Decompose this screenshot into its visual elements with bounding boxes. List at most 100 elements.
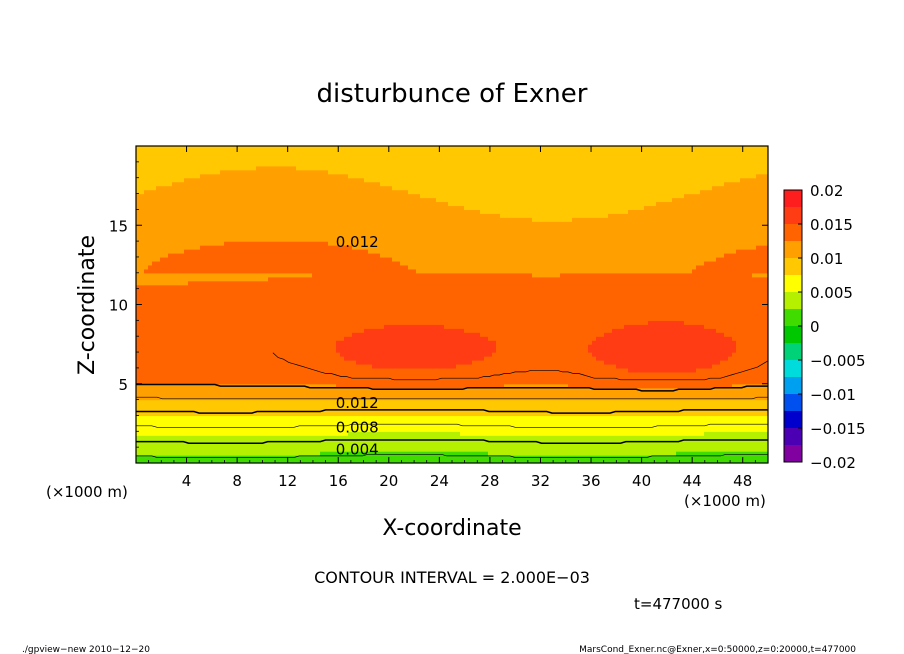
- heatmap-cell: [224, 403, 229, 409]
- heatmap-cell: [208, 348, 213, 353]
- heatmap-cell: [264, 411, 269, 417]
- heatmap-cell: [288, 241, 293, 246]
- heatmap-cell: [276, 340, 281, 345]
- heatmap-cell: [148, 344, 153, 349]
- heatmap-cell: [252, 165, 257, 171]
- heatmap-cell: [368, 348, 373, 353]
- heatmap-cell: [200, 336, 205, 341]
- heatmap-cell: [144, 268, 149, 274]
- heatmap-cell: [224, 284, 229, 290]
- heatmap-cell: [336, 316, 341, 321]
- heatmap-cell: [256, 241, 261, 246]
- heatmap-cell: [276, 146, 281, 151]
- heatmap-cell: [248, 336, 253, 341]
- heatmap-cell: [272, 391, 277, 397]
- heatmap-cell: [152, 276, 157, 282]
- heatmap-cell: [188, 344, 193, 349]
- heatmap-cell: [312, 419, 317, 424]
- heatmap-cell: [236, 245, 241, 250]
- heatmap-cell: [208, 328, 213, 333]
- heatmap-cell: [140, 316, 145, 321]
- heatmap-cell: [148, 245, 153, 250]
- heatmap-cell: [224, 249, 229, 254]
- heatmap-cell: [204, 276, 209, 282]
- heatmap-cell: [340, 229, 345, 234]
- heatmap-cell: [216, 371, 221, 377]
- heatmap-cell: [352, 237, 357, 242]
- heatmap-cell: [160, 296, 165, 302]
- heatmap-cell: [256, 308, 261, 314]
- heatmap-cell: [332, 356, 337, 361]
- heatmap-cell: [384, 383, 389, 389]
- heatmap-cell: [276, 169, 281, 175]
- heatmap-cell: [224, 375, 229, 381]
- heatmap-cell: [288, 407, 293, 413]
- heatmap-cell: [328, 169, 333, 175]
- heatmap-cell: [332, 252, 337, 258]
- heatmap-cell: [336, 352, 341, 357]
- heatmap-cell: [284, 217, 289, 222]
- heatmap-cell: [184, 264, 189, 270]
- heatmap-cell: [168, 324, 173, 329]
- heatmap-cell: [348, 157, 353, 163]
- heatmap-cell: [192, 146, 197, 151]
- heatmap-cell: [156, 399, 161, 405]
- heatmap-cell: [260, 256, 265, 262]
- heatmap-cell: [288, 387, 293, 393]
- heatmap-cell: [260, 447, 265, 452]
- heatmap-cell: [244, 288, 249, 294]
- heatmap-cell: [292, 324, 297, 329]
- heatmap-cell: [352, 185, 357, 191]
- heatmap-cell: [256, 268, 261, 274]
- heatmap-cell: [256, 391, 261, 397]
- heatmap-cell: [296, 288, 301, 294]
- heatmap-cell: [264, 288, 269, 294]
- heatmap-cell: [364, 165, 369, 171]
- heatmap-cell: [292, 431, 297, 436]
- heatmap-cell: [196, 252, 201, 258]
- heatmap-cell: [168, 296, 173, 302]
- heatmap-cell: [308, 169, 313, 175]
- heatmap-cell: [264, 149, 269, 155]
- heatmap-cell: [180, 197, 185, 203]
- heatmap-cell: [256, 359, 261, 365]
- heatmap-cell: [260, 217, 265, 222]
- heatmap-cell: [384, 459, 389, 463]
- heatmap-cell: [212, 185, 217, 191]
- heatmap-cell: [212, 399, 217, 405]
- heatmap-cell: [140, 332, 145, 337]
- heatmap-cell: [280, 320, 285, 325]
- heatmap-cell: [148, 431, 153, 436]
- heatmap-cell: [280, 399, 285, 405]
- heatmap-cell: [236, 252, 241, 258]
- heatmap-cell: [316, 352, 321, 357]
- heatmap-cell: [348, 165, 353, 171]
- heatmap-cell: [328, 264, 333, 270]
- heatmap-cell: [324, 431, 329, 436]
- heatmap-cell: [280, 169, 285, 175]
- heatmap-cell: [144, 296, 149, 302]
- heatmap-cell: [284, 197, 289, 203]
- heatmap-cell: [344, 249, 349, 254]
- heatmap-cell: [172, 308, 177, 314]
- heatmap-cell: [172, 272, 177, 278]
- heatmap-cell: [312, 169, 317, 175]
- heatmap-cell: [320, 221, 325, 226]
- heatmap-cell: [164, 292, 169, 298]
- heatmap-cell: [236, 237, 241, 242]
- heatmap-cell: [336, 264, 341, 270]
- heatmap-cell: [168, 252, 173, 258]
- heatmap-cell: [356, 395, 361, 401]
- heatmap-cell: [152, 185, 157, 191]
- heatmap-cell: [332, 245, 337, 250]
- heatmap-cell: [136, 300, 141, 306]
- heatmap-cell: [224, 296, 229, 302]
- heatmap-cell: [356, 209, 361, 214]
- heatmap-cell: [204, 213, 209, 218]
- heatmap-cell: [164, 344, 169, 349]
- heatmap-cell: [368, 391, 373, 397]
- heatmap-cell: [152, 205, 157, 210]
- heatmap-cell: [192, 249, 197, 254]
- heatmap-cell: [276, 379, 281, 385]
- heatmap-cell: [236, 241, 241, 246]
